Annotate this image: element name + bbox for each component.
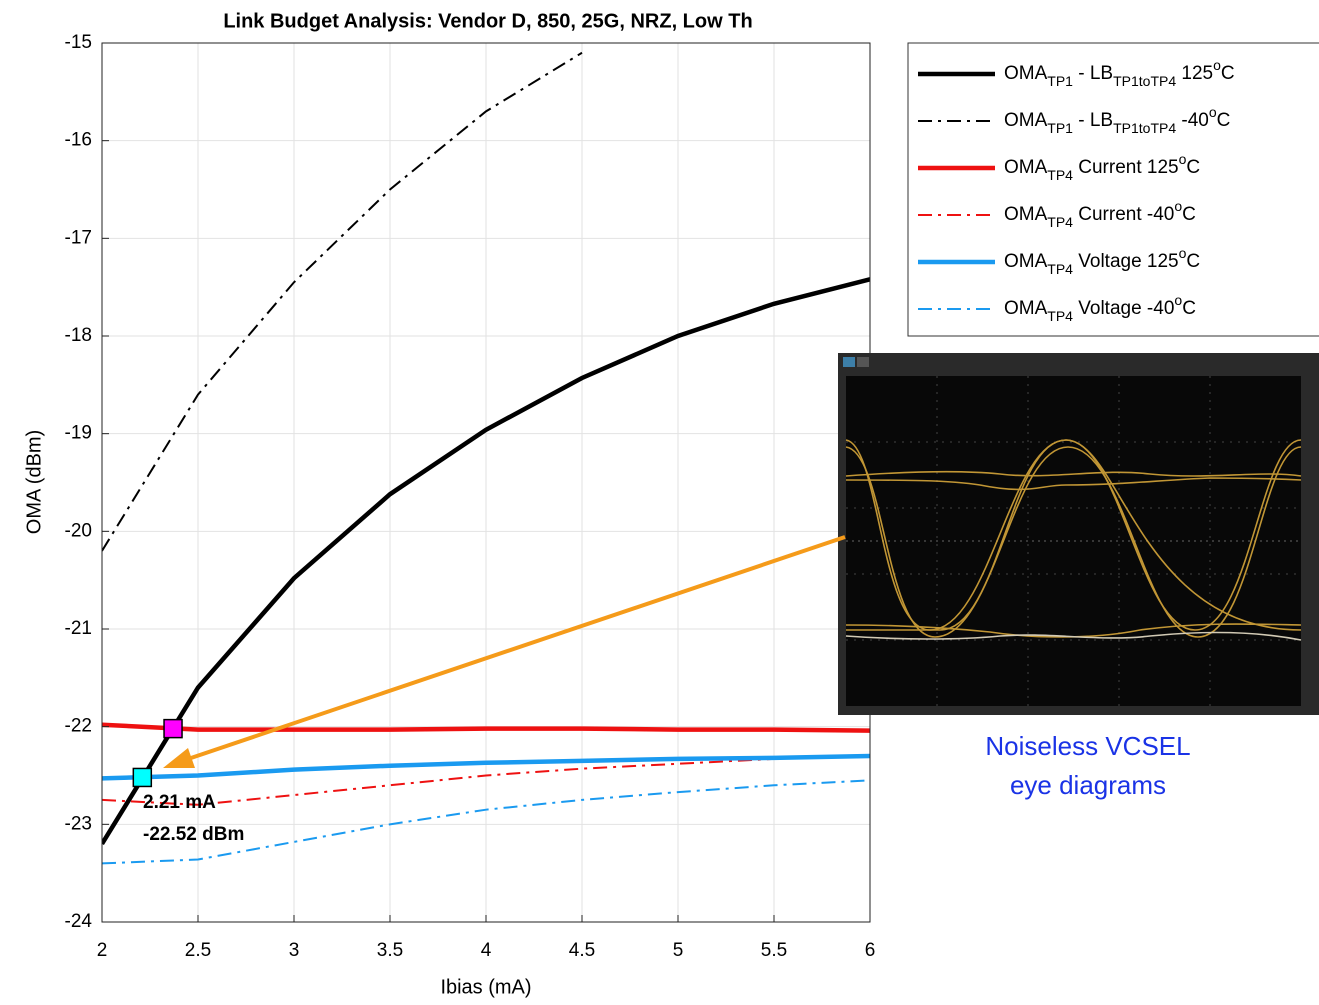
- legend-label-part: TP4: [1047, 261, 1073, 277]
- x-tick-label: 3.5: [377, 940, 403, 961]
- legend-label-part: TP4: [1047, 214, 1073, 230]
- y-axis-label: OMA (dBm): [23, 430, 45, 534]
- legend-label-part: OMA: [1004, 110, 1048, 131]
- x-tick-label: 5.5: [761, 940, 787, 961]
- legend-label-part: TP4: [1047, 308, 1073, 324]
- y-tick-label: -17: [65, 227, 92, 248]
- caption: eye diagrams: [1010, 770, 1166, 800]
- marker: [163, 718, 183, 739]
- legend-label-part: TP1toTP4: [1113, 120, 1176, 136]
- legend-label-part: o: [1179, 151, 1187, 167]
- x-tick-label: 4: [481, 940, 492, 961]
- annotation: -22.52 dBm: [143, 824, 244, 845]
- y-tick-label: -16: [65, 130, 92, 151]
- legend-label: OMATP1 - LBTP1toTP4 -40oC: [1004, 104, 1230, 136]
- x-tick-label: 4.5: [569, 940, 595, 961]
- series-line: [102, 722, 870, 733]
- y-tick-label: -19: [65, 423, 92, 444]
- legend-label-part: TP1: [1047, 120, 1073, 136]
- eye-diagram: [838, 353, 1319, 715]
- series-line: [102, 753, 870, 781]
- y-tick-label: -23: [65, 813, 92, 834]
- arrow: [163, 535, 846, 768]
- legend-label: OMATP4 Current -40oC: [1004, 198, 1196, 230]
- legend-label-part: TP4: [1047, 167, 1073, 183]
- legend-label-part: o: [1179, 245, 1187, 261]
- legend-label: OMATP4 Current 125oC: [1004, 151, 1200, 183]
- legend-label-part: OMA: [1004, 251, 1048, 272]
- legend-label-part: -40: [1176, 110, 1209, 131]
- legend-label-part: OMA: [1004, 298, 1048, 319]
- y-tick-label: -15: [65, 32, 92, 53]
- marker: [132, 767, 153, 788]
- legend-label-part: Voltage 125: [1073, 251, 1179, 272]
- legend-label-part: C: [1186, 157, 1200, 178]
- markers: [132, 718, 183, 788]
- legend-label-part: o: [1174, 198, 1182, 214]
- series-line: [102, 51, 583, 552]
- y-tick-label: -18: [65, 325, 92, 346]
- legend-label: OMATP4 Voltage -40oC: [1004, 292, 1196, 324]
- grid: [101, 42, 871, 923]
- legend-label-part: TP1: [1047, 73, 1073, 89]
- x-axis-label: Ibias (mA): [440, 976, 531, 998]
- y-tick-label: -21: [65, 618, 92, 639]
- legend-label-part: Voltage -40: [1073, 298, 1174, 319]
- series-line: [102, 277, 870, 846]
- annotation: 2.21 mA: [143, 792, 216, 813]
- legend-label-part: C: [1217, 110, 1231, 131]
- y-tick-label: -20: [65, 520, 92, 541]
- y-tick-label: -24: [65, 911, 93, 932]
- legend-label-part: TP1toTP4: [1113, 73, 1176, 89]
- x-tick-label: 6: [865, 940, 876, 961]
- legend-label-part: OMA: [1004, 204, 1048, 225]
- legend-label-part: Current 125: [1073, 157, 1179, 178]
- x-tick-label: 2: [97, 940, 108, 961]
- lines: [102, 51, 870, 865]
- legend-label: OMATP4 Voltage 125oC: [1004, 245, 1200, 277]
- legend-label-part: - LB: [1073, 63, 1113, 84]
- legend-label-part: o: [1209, 104, 1217, 120]
- legend-label-part: OMA: [1004, 63, 1048, 84]
- ticks: 2 2.5 3 3.5 4 4.5 5 5.5 6 -24 -23 -22 -21 -20 -19 -18 -1…: [65, 32, 876, 961]
- legend-label-part: Current -40: [1073, 204, 1174, 225]
- series-line: [102, 754, 870, 806]
- series-line: [102, 779, 870, 865]
- legend-label-part: 125: [1176, 63, 1213, 84]
- legend-label-part: C: [1182, 298, 1196, 319]
- x-tick-label: 3: [289, 940, 300, 961]
- x-tick-label: 2.5: [185, 940, 211, 961]
- legend-label-part: o: [1213, 57, 1221, 73]
- legend-label-part: C: [1182, 204, 1196, 225]
- legend-label-part: OMA: [1004, 157, 1048, 178]
- x-tick-label: 5: [673, 940, 684, 961]
- chart-title: Link Budget Analysis: Vendor D, 850, 25G…: [223, 10, 752, 32]
- caption: Noiseless VCSEL: [985, 731, 1190, 761]
- legend-label-part: - LB: [1073, 110, 1113, 131]
- legend-label: OMATP1 - LBTP1toTP4 125oC: [1004, 57, 1235, 89]
- legend-label-part: o: [1174, 292, 1182, 308]
- legend-label-part: C: [1221, 63, 1235, 84]
- legend-label-part: C: [1186, 251, 1200, 272]
- legend-box: [907, 42, 1319, 337]
- y-tick-label: -22: [65, 716, 92, 737]
